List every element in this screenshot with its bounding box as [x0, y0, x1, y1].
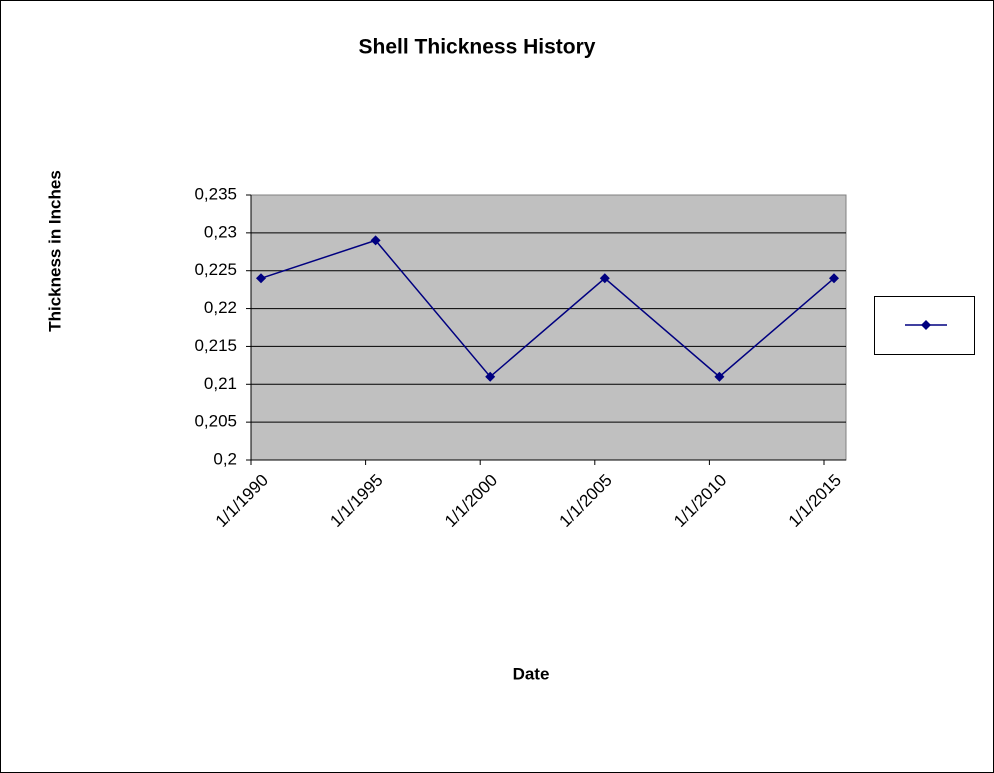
- point: [829, 273, 839, 284]
- point: [370, 235, 381, 246]
- y-tick-label: 0,215: [194, 336, 237, 355]
- series-line: [260, 239, 835, 378]
- y-tick-label: 0,225: [194, 260, 237, 279]
- y-tick-label: 0,2: [213, 449, 237, 468]
- y-tick-label: 0,22: [204, 298, 237, 317]
- y-tick-label: 0,23: [204, 222, 237, 241]
- point: [256, 273, 266, 284]
- legend-key: [905, 320, 947, 330]
- y-tick-label: 0,21: [204, 374, 237, 393]
- point: [485, 371, 496, 382]
- point: [714, 371, 725, 382]
- y-tick-label: 0,205: [194, 412, 237, 431]
- x-axis-label: Date: [513, 664, 550, 683]
- legend-marker: [921, 320, 931, 330]
- point: [599, 273, 610, 284]
- y-tick-label: 0,235: [194, 184, 237, 203]
- chart-title: Shell Thickness History: [359, 36, 596, 59]
- y-axis-label: Thickness in Inches: [45, 170, 64, 332]
